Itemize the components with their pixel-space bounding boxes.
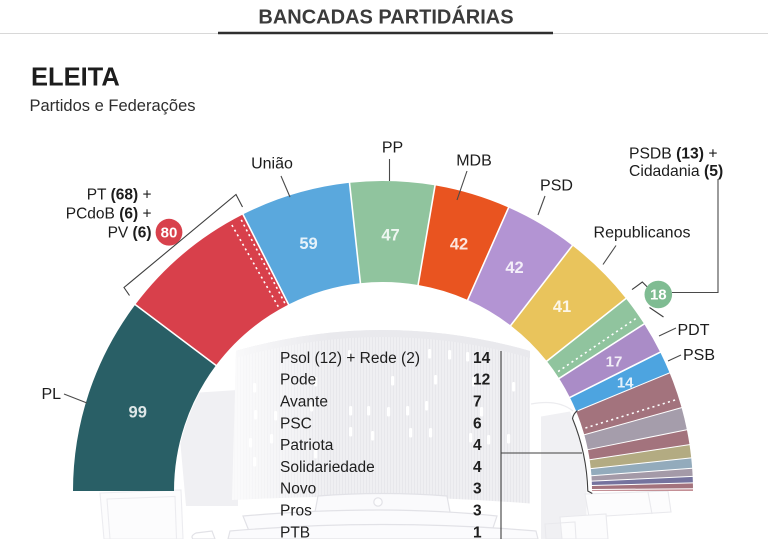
svg-text:99: 99 — [129, 404, 147, 422]
svg-text:1: 1 — [473, 524, 482, 539]
svg-text:14: 14 — [617, 374, 634, 391]
svg-text:3: 3 — [473, 503, 482, 520]
svg-text:4: 4 — [473, 437, 482, 454]
svg-text:PL: PL — [42, 386, 62, 403]
svg-text:Cidadania (5): Cidadania (5) — [629, 163, 723, 180]
svg-text:4: 4 — [473, 459, 482, 476]
svg-text:Psol (12) + Rede (2): Psol (12) + Rede (2) — [280, 350, 420, 367]
svg-text:PSD: PSD — [540, 178, 573, 195]
svg-text:ELEITA: ELEITA — [31, 64, 120, 92]
svg-text:Partidos e Federações: Partidos e Federações — [30, 97, 196, 115]
svg-text:Novo: Novo — [280, 481, 316, 498]
svg-text:42: 42 — [505, 259, 523, 277]
svg-text:Solidariedade: Solidariedade — [280, 459, 375, 476]
svg-text:Pros: Pros — [280, 503, 312, 520]
svg-text:7: 7 — [473, 394, 482, 411]
svg-text:Republicanos: Republicanos — [594, 225, 691, 242]
svg-text:3: 3 — [473, 481, 482, 498]
svg-text:PCdoB (6) +: PCdoB (6) + — [66, 206, 152, 223]
svg-text:PT (68) +: PT (68) + — [87, 187, 152, 204]
svg-text:42: 42 — [450, 235, 468, 253]
svg-text:PP: PP — [382, 140, 403, 157]
svg-text:PTB: PTB — [280, 524, 310, 539]
svg-text:41: 41 — [553, 298, 571, 316]
svg-text:PSDB (13) +: PSDB (13) + — [629, 146, 718, 163]
svg-text:14: 14 — [473, 350, 491, 367]
svg-text:80: 80 — [161, 225, 178, 242]
svg-text:12: 12 — [473, 372, 490, 389]
svg-text:6: 6 — [473, 415, 482, 432]
svg-text:União: União — [251, 156, 293, 173]
svg-text:Pode: Pode — [280, 372, 316, 389]
svg-text:BANCADAS PARTIDÁRIAS: BANCADAS PARTIDÁRIAS — [258, 6, 513, 29]
svg-text:18: 18 — [650, 287, 667, 304]
svg-text:Patriota: Patriota — [280, 437, 334, 454]
svg-text:Avante: Avante — [280, 394, 328, 411]
svg-text:PSC: PSC — [280, 415, 312, 432]
svg-text:MDB: MDB — [456, 153, 492, 170]
svg-text:59: 59 — [299, 235, 317, 253]
svg-text:PSB: PSB — [683, 347, 715, 364]
svg-text:17: 17 — [606, 354, 623, 371]
svg-text:PV (6): PV (6) — [108, 225, 152, 242]
svg-text:47: 47 — [381, 226, 399, 244]
svg-text:PDT: PDT — [678, 322, 710, 339]
